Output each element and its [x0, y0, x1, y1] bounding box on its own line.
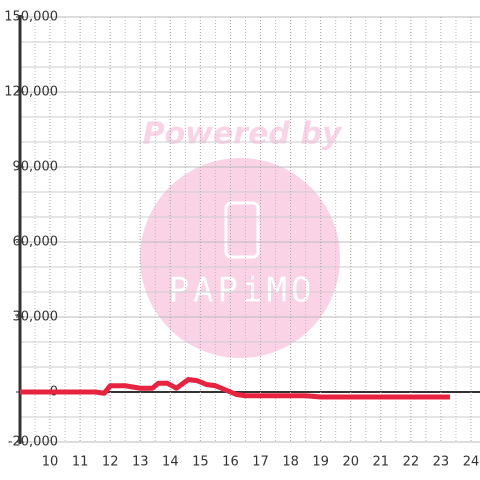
x-tick-label: 23 — [433, 455, 450, 470]
x-tick-label: 22 — [403, 455, 420, 470]
y-tick-label: 90,000 — [13, 160, 59, 175]
watermark-phone — [224, 201, 260, 259]
x-tick-label: 17 — [252, 455, 269, 470]
x-tick-label: 10 — [42, 455, 59, 470]
y-tick-label: -20,000 — [8, 435, 58, 450]
x-tick-label: 21 — [373, 455, 390, 470]
x-tick-label: 13 — [132, 455, 149, 470]
series-line — [20, 377, 450, 400]
x-tick-label: 12 — [102, 455, 119, 470]
y-tick-label: 120,000 — [4, 85, 58, 100]
watermark-text: PAPiMO — [169, 271, 316, 311]
y-tick-label: 60,000 — [13, 235, 59, 250]
x-tick-label: 24 — [463, 455, 480, 470]
x-tick-label: 18 — [282, 455, 299, 470]
x-tick-label: 11 — [72, 455, 89, 470]
x-tick-label: 15 — [192, 455, 209, 470]
y-tick-label: 150,000 — [4, 10, 58, 25]
x-tick-label: 19 — [312, 455, 329, 470]
x-tick-label: 16 — [222, 455, 239, 470]
y-tick-label: 30,000 — [13, 310, 59, 325]
x-tick-label: 20 — [342, 455, 359, 470]
x-tick-label: 14 — [162, 455, 179, 470]
watermark-text: Powered by — [143, 117, 343, 152]
